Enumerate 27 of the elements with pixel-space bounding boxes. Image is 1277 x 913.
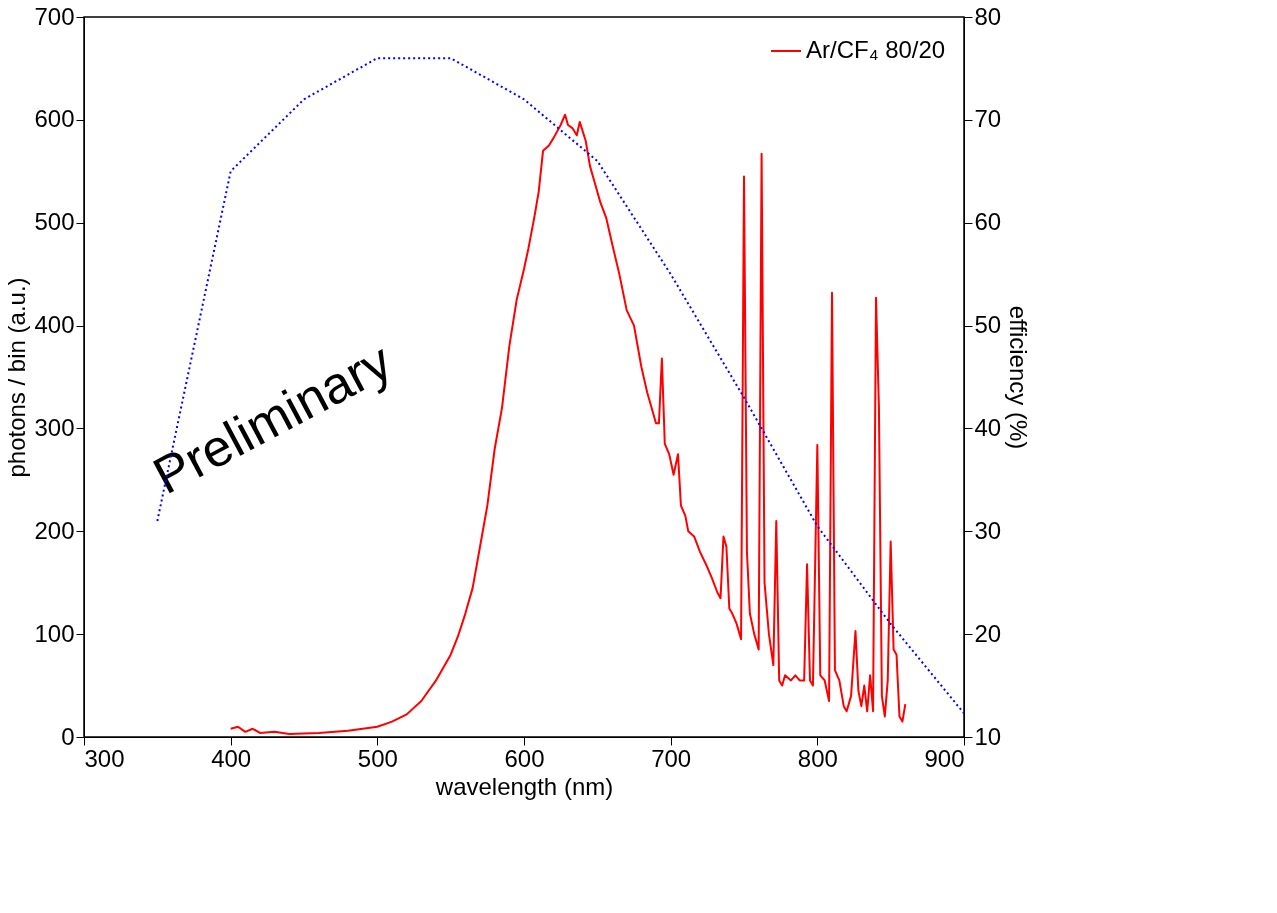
y2-tick-label: 60 [974, 208, 1002, 236]
x-axis-title: wavelength (nm) [434, 772, 614, 800]
y-tick-label: 400 [34, 311, 75, 339]
y-tick-label: 700 [34, 2, 75, 30]
y2-tick-label: 40 [974, 413, 1002, 441]
y-tick-label: 0 [61, 722, 75, 750]
y-tick-label: 600 [34, 105, 75, 133]
x-tick-label: 500 [357, 744, 398, 772]
y-tick-label: 100 [34, 619, 75, 647]
x-tick-label: 700 [651, 744, 692, 772]
legend-label: Ar/CF₄ 80/20 [806, 36, 946, 63]
y-tick-label: 500 [34, 208, 75, 236]
y2-tick-label: 30 [974, 516, 1002, 544]
y2-tick-label: 10 [974, 722, 1002, 750]
y-axis-title: photons / bin (a.u.) [3, 277, 31, 478]
y2-tick-label: 50 [974, 311, 1002, 339]
y2-axis-title: efficiency (%) [1005, 305, 1033, 450]
y2-tick-label: 80 [974, 2, 1002, 30]
x-tick-label: 600 [504, 744, 545, 772]
x-tick-label: 300 [84, 744, 125, 772]
x-tick-label: 400 [211, 744, 252, 772]
x-tick-label: 800 [797, 744, 838, 772]
y2-tick-label: 20 [974, 619, 1002, 647]
y2-tick-label: 70 [974, 105, 1002, 133]
x-tick-label: 900 [924, 744, 965, 772]
y-tick-label: 300 [34, 413, 75, 441]
y-tick-label: 200 [34, 516, 75, 544]
